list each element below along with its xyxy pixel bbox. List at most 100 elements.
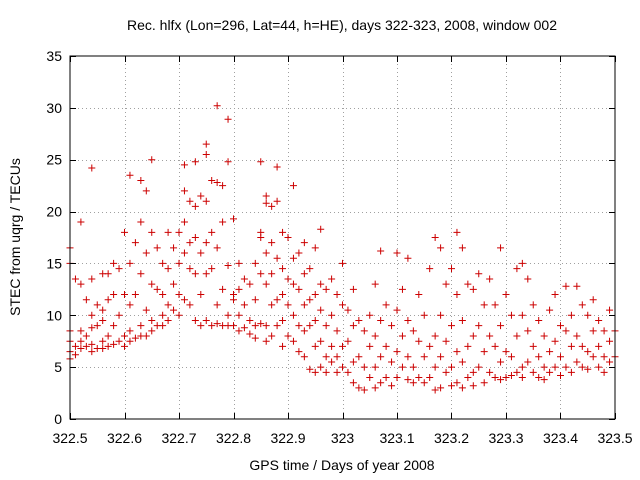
data-point — [388, 322, 396, 330]
data-point — [213, 301, 221, 309]
data-point — [268, 270, 276, 278]
data-point — [137, 218, 145, 226]
data-point — [453, 379, 461, 387]
data-point — [115, 311, 123, 319]
data-point — [349, 285, 357, 293]
data-point — [349, 379, 357, 387]
data-point — [339, 259, 346, 267]
data-point — [453, 228, 461, 236]
data-point — [284, 234, 292, 241]
data-point — [213, 102, 221, 110]
data-point — [208, 176, 216, 184]
data-point — [142, 306, 150, 314]
y-tick-label: 5 — [54, 359, 62, 375]
data-point — [518, 363, 526, 371]
data-point — [126, 301, 134, 309]
data-point — [366, 311, 374, 319]
data-point — [180, 218, 188, 226]
data-point — [573, 358, 581, 366]
data-point — [546, 306, 554, 314]
data-point — [404, 353, 412, 361]
data-point — [486, 275, 494, 283]
data-point — [606, 337, 614, 345]
data-point — [480, 348, 488, 356]
data-point — [131, 239, 139, 247]
data-point — [202, 140, 210, 148]
data-point — [77, 218, 85, 226]
data-point — [257, 270, 265, 278]
data-point — [442, 337, 450, 345]
data-point — [311, 244, 319, 252]
data-point — [328, 342, 336, 350]
data-point — [404, 254, 412, 262]
data-point — [448, 382, 455, 390]
data-point — [240, 301, 248, 309]
data-point — [159, 311, 167, 319]
data-point — [475, 270, 483, 278]
data-point — [317, 225, 325, 233]
data-point — [458, 244, 466, 252]
data-point — [317, 363, 325, 371]
data-points — [66, 102, 619, 394]
data-point — [170, 306, 178, 314]
data-point — [458, 358, 466, 366]
data-point — [279, 265, 287, 273]
data-point — [230, 322, 237, 330]
data-point — [431, 332, 439, 340]
data-point — [317, 306, 325, 314]
data-point — [502, 348, 510, 356]
data-point — [142, 187, 150, 195]
data-point — [284, 275, 292, 283]
data-point — [393, 374, 401, 382]
data-point — [518, 259, 526, 267]
y-tick-label: 35 — [46, 48, 62, 64]
y-tick-label: 10 — [46, 307, 62, 323]
data-point — [371, 280, 379, 288]
x-tick-label: 323.4 — [543, 430, 578, 446]
data-point — [148, 316, 156, 324]
data-point — [415, 291, 423, 299]
data-point — [600, 327, 608, 335]
data-point — [497, 244, 505, 252]
data-point — [557, 353, 564, 361]
data-point — [235, 285, 243, 293]
data-point — [121, 291, 128, 299]
data-point — [246, 280, 254, 288]
data-point — [104, 332, 112, 340]
data-point — [420, 379, 428, 387]
data-point — [284, 332, 292, 340]
data-point — [197, 192, 205, 200]
data-point — [110, 291, 118, 299]
data-point — [115, 265, 123, 273]
data-point — [230, 296, 237, 304]
data-point — [99, 306, 107, 314]
data-point — [170, 280, 178, 288]
data-point — [99, 316, 107, 324]
data-point — [289, 280, 297, 288]
data-point — [77, 280, 85, 288]
data-point — [268, 239, 276, 247]
data-point — [224, 158, 232, 166]
data-point — [279, 342, 287, 350]
x-tick-label: 323.5 — [597, 430, 632, 446]
data-point — [437, 244, 445, 252]
data-point — [377, 247, 385, 255]
data-point — [371, 363, 379, 371]
data-point — [595, 363, 603, 371]
data-point — [518, 374, 526, 382]
data-point — [300, 301, 308, 309]
data-point — [137, 270, 145, 278]
data-point — [104, 296, 112, 304]
data-point — [104, 270, 112, 278]
data-point — [246, 330, 254, 338]
data-point — [491, 301, 499, 309]
data-point — [377, 353, 385, 361]
data-point — [322, 322, 330, 330]
data-point — [398, 332, 406, 340]
data-point — [126, 171, 134, 179]
data-point — [164, 228, 172, 236]
data-point — [262, 249, 270, 257]
data-point — [88, 348, 96, 356]
data-point — [453, 291, 461, 299]
